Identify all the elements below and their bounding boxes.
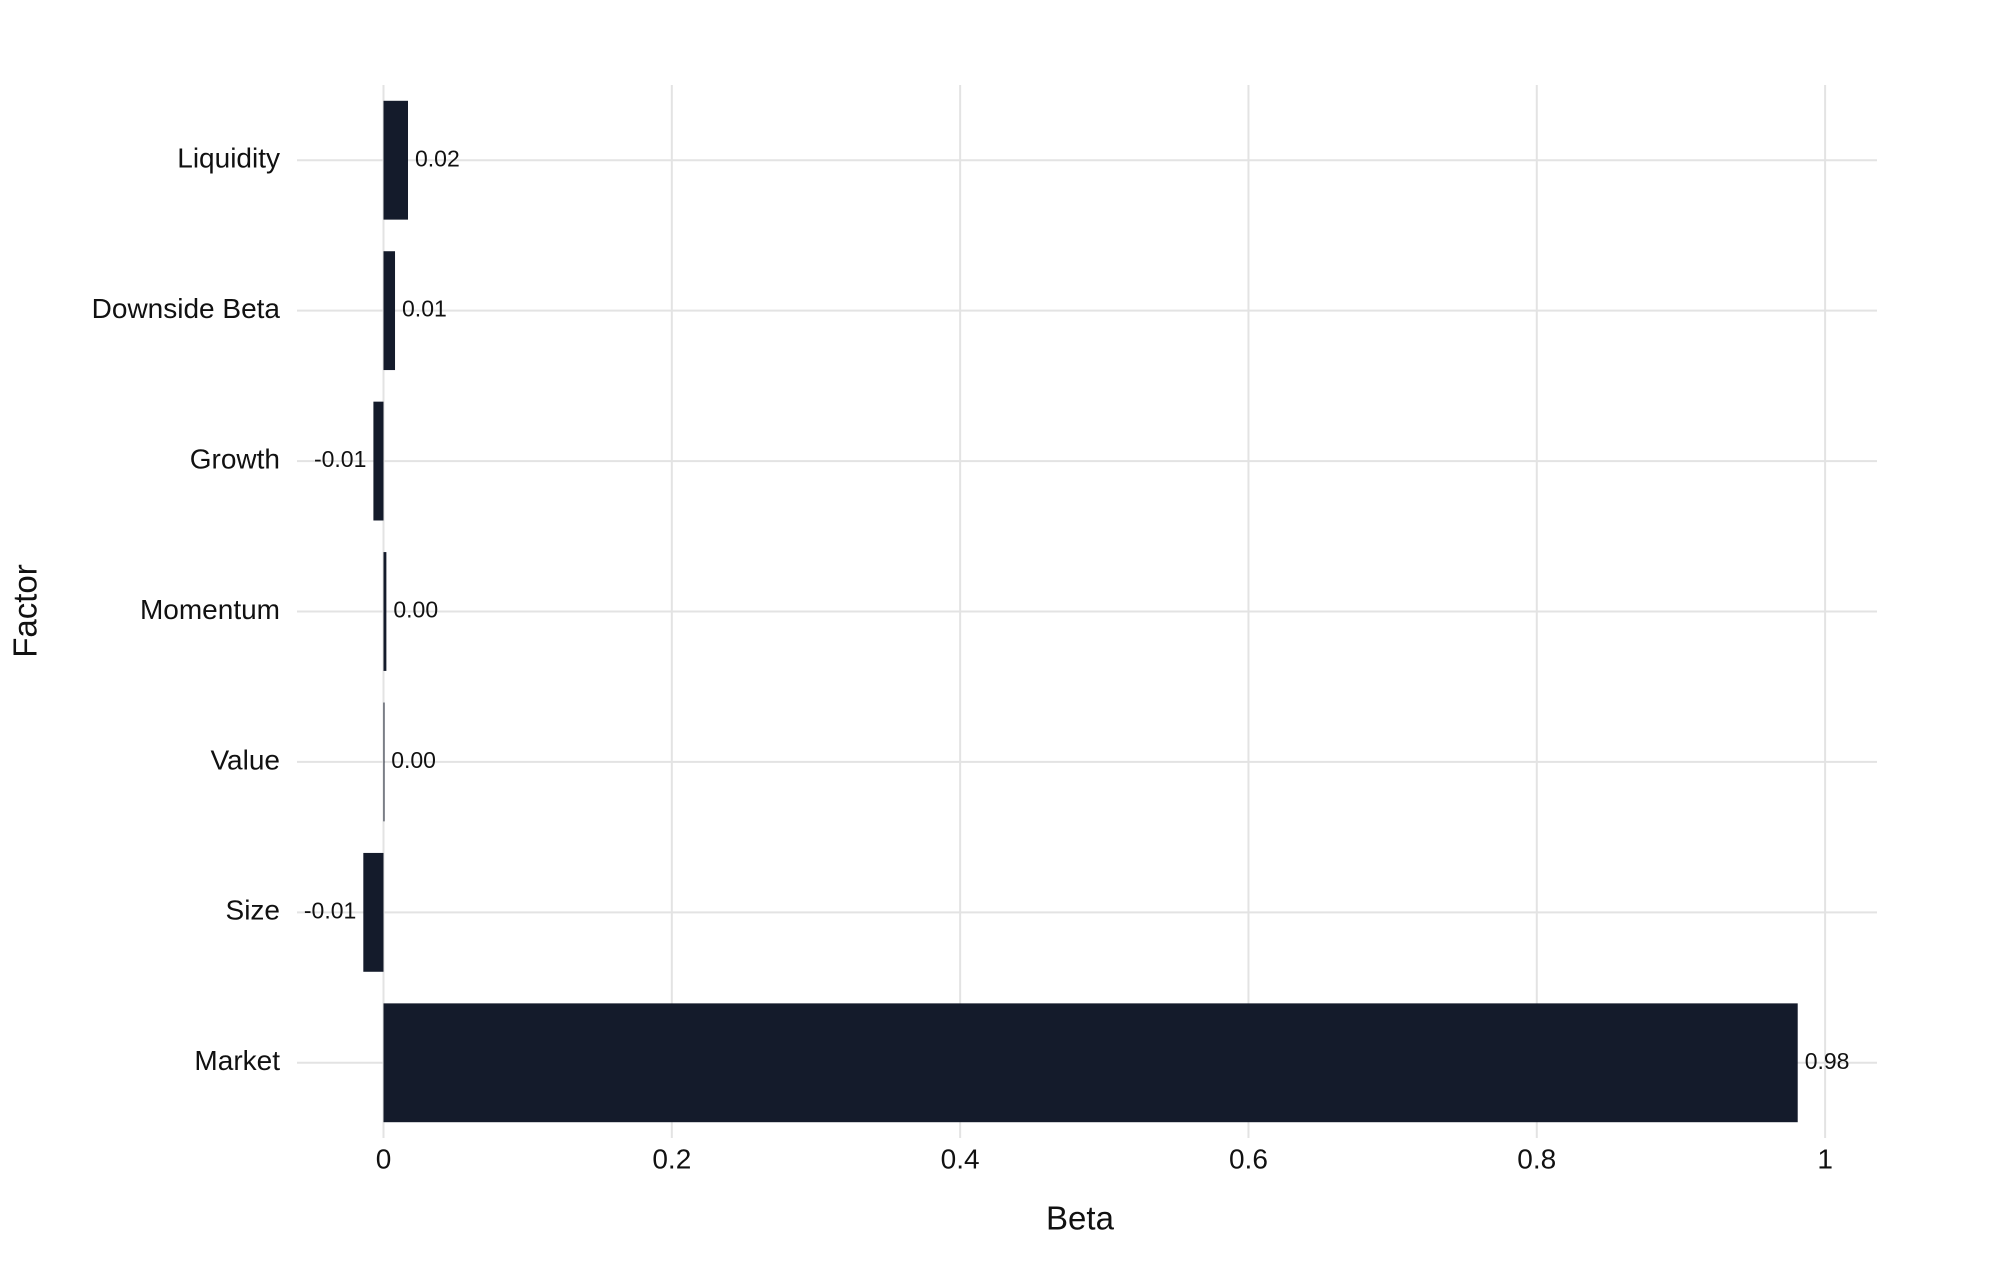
y-tick-label: Value [210, 744, 280, 775]
bar [383, 251, 396, 371]
y-tick-label: Downside Beta [92, 293, 281, 324]
y-axis-title: Factor [7, 564, 44, 658]
bar [383, 1003, 1798, 1123]
x-tick-label: 0.6 [1229, 1143, 1268, 1174]
x-tick-label: 0 [376, 1143, 392, 1174]
bar [383, 552, 387, 671]
x-tick-label: 0.8 [1517, 1143, 1556, 1174]
x-tick-label: 0.4 [941, 1143, 980, 1174]
bar [383, 100, 409, 220]
bar [363, 852, 384, 972]
bar [383, 702, 385, 822]
x-axis-title: Beta [1046, 1200, 1115, 1237]
y-tick-label: Size [226, 895, 280, 926]
value-label: 0.02 [415, 145, 460, 171]
y-tick-label: Growth [190, 443, 280, 474]
value-label: 0.98 [1805, 1048, 1850, 1074]
value-label: -0.01 [314, 446, 366, 472]
x-tick-label: 1 [1817, 1143, 1833, 1174]
x-tick-label: 0.2 [652, 1143, 691, 1174]
value-label: -0.01 [304, 897, 356, 923]
value-label: 0.00 [391, 747, 436, 773]
y-tick-label: Liquidity [177, 143, 280, 174]
value-label: 0.01 [402, 296, 447, 322]
y-tick-label: Momentum [140, 594, 280, 625]
bar [373, 401, 384, 521]
y-tick-label: Market [194, 1045, 280, 1076]
value-label: 0.00 [393, 597, 438, 623]
